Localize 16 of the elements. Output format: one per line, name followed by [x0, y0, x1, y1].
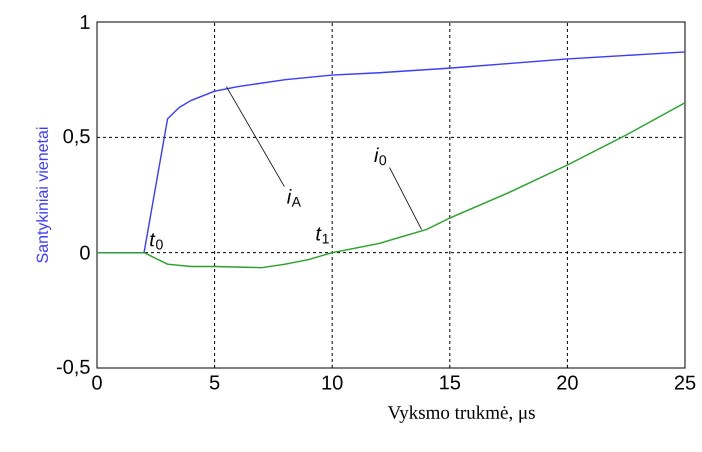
x-tick-label: 15: [440, 376, 460, 390]
x-tick-label: 5: [210, 376, 220, 390]
annotation: t$_{0}$: [150, 233, 163, 250]
y-tick-label: 1: [80, 15, 90, 29]
x-tick-label: 25: [674, 376, 696, 390]
x-tick-label: 10: [322, 376, 343, 390]
y-tick-label: 0,5: [63, 129, 90, 146]
x-tick-label: 0: [92, 376, 102, 390]
x-tick-label: 20: [557, 376, 578, 390]
annotation: i$_{0}$: [374, 147, 386, 166]
y-axis-title: Santykiniai vienetai: [36, 128, 52, 263]
y-tick-label: 0: [80, 246, 90, 260]
annotation: i$_{A}$: [287, 188, 301, 207]
x-axis-title: Vyksmo trukmė, μs: [388, 406, 535, 423]
annotation: t$_{1}$: [316, 227, 329, 244]
y-tick-label: -0,5: [56, 360, 90, 376]
